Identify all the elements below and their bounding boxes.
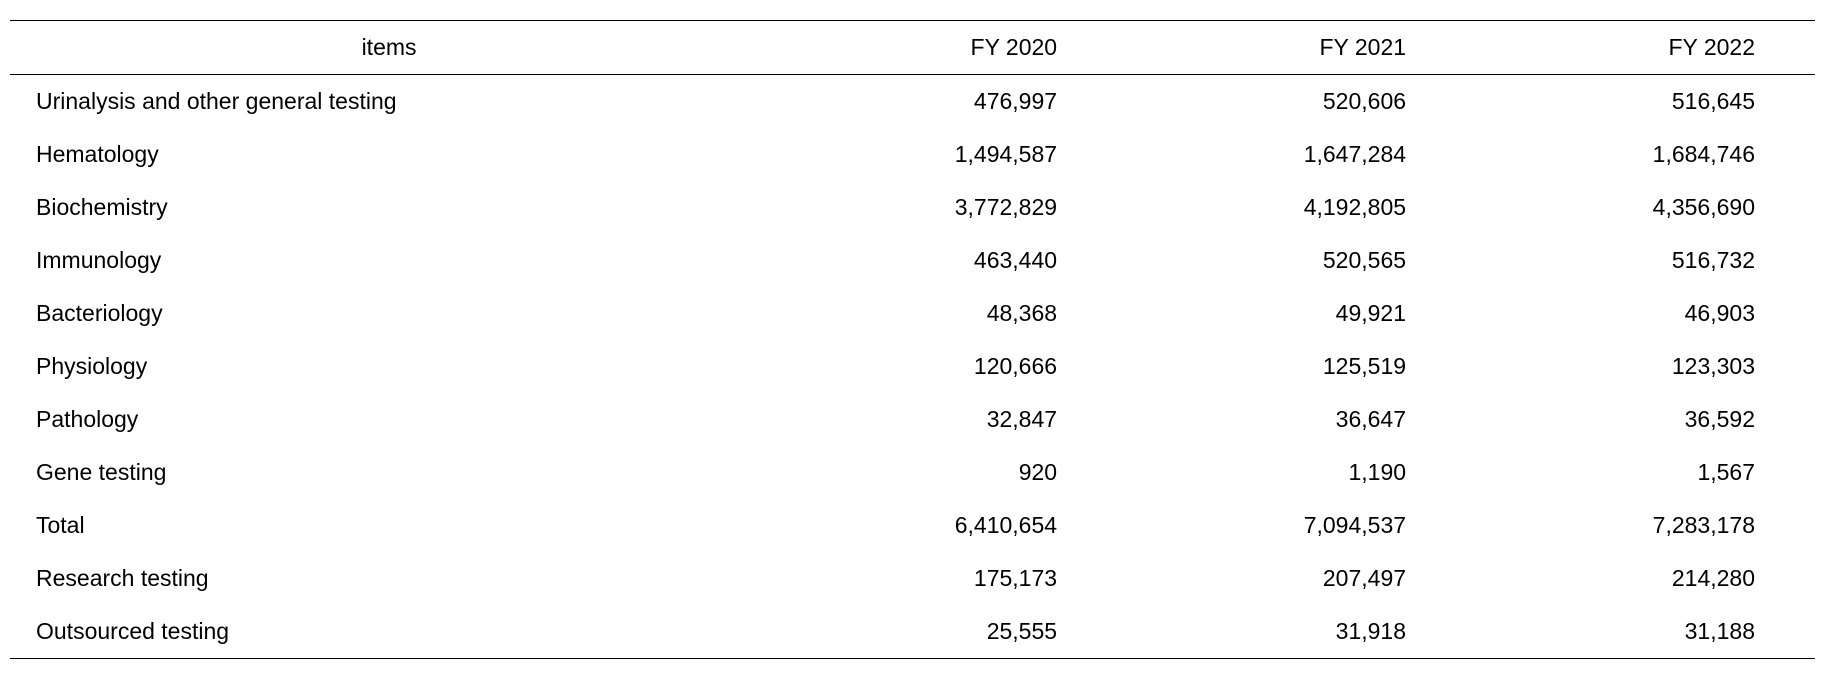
table-row: Physiology 120,666 125,519 123,303: [10, 340, 1815, 393]
header-year-1: FY 2020: [768, 21, 1117, 75]
cell-value: 4,192,805: [1117, 181, 1466, 234]
cell-value: 36,592: [1466, 393, 1815, 446]
table-row: Pathology 32,847 36,647 36,592: [10, 393, 1815, 446]
cell-value: 520,606: [1117, 75, 1466, 129]
item-label: Gene testing: [10, 446, 768, 499]
item-label: Immunology: [10, 234, 768, 287]
item-label: Research testing: [10, 552, 768, 605]
cell-value: 516,732: [1466, 234, 1815, 287]
cell-value: 123,303: [1466, 340, 1815, 393]
cell-value: 6,410,654: [768, 499, 1117, 552]
cell-value: 214,280: [1466, 552, 1815, 605]
cell-value: 207,497: [1117, 552, 1466, 605]
item-label: Outsourced testing: [10, 605, 768, 659]
cell-value: 49,921: [1117, 287, 1466, 340]
cell-value: 1,190: [1117, 446, 1466, 499]
item-label: Pathology: [10, 393, 768, 446]
data-table: items FY 2020 FY 2021 FY 2022 Urinalysis…: [10, 20, 1815, 659]
cell-value: 25,555: [768, 605, 1117, 659]
table-row: Immunology 463,440 520,565 516,732: [10, 234, 1815, 287]
table-header-row: items FY 2020 FY 2021 FY 2022: [10, 21, 1815, 75]
cell-value: 32,847: [768, 393, 1117, 446]
cell-value: 36,647: [1117, 393, 1466, 446]
cell-value: 520,565: [1117, 234, 1466, 287]
header-items: items: [10, 21, 768, 75]
cell-value: 175,173: [768, 552, 1117, 605]
table-row: Hematology 1,494,587 1,647,284 1,684,746: [10, 128, 1815, 181]
item-label: Physiology: [10, 340, 768, 393]
cell-value: 1,567: [1466, 446, 1815, 499]
item-label: Urinalysis and other general testing: [10, 75, 768, 129]
cell-value: 31,188: [1466, 605, 1815, 659]
cell-value: 125,519: [1117, 340, 1466, 393]
cell-value: 476,997: [768, 75, 1117, 129]
cell-value: 4,356,690: [1466, 181, 1815, 234]
cell-value: 920: [768, 446, 1117, 499]
cell-value: 463,440: [768, 234, 1117, 287]
table-row: Research testing 175,173 207,497 214,280: [10, 552, 1815, 605]
cell-value: 120,666: [768, 340, 1117, 393]
cell-value: 1,494,587: [768, 128, 1117, 181]
cell-value: 516,645: [1466, 75, 1815, 129]
table-row: Urinalysis and other general testing 476…: [10, 75, 1815, 129]
cell-value: 46,903: [1466, 287, 1815, 340]
table-row: Gene testing 920 1,190 1,567: [10, 446, 1815, 499]
item-label: Biochemistry: [10, 181, 768, 234]
item-label: Bacteriology: [10, 287, 768, 340]
table-row: Biochemistry 3,772,829 4,192,805 4,356,6…: [10, 181, 1815, 234]
cell-value: 48,368: [768, 287, 1117, 340]
table-row: Total 6,410,654 7,094,537 7,283,178: [10, 499, 1815, 552]
table-row: Bacteriology 48,368 49,921 46,903: [10, 287, 1815, 340]
item-label: Hematology: [10, 128, 768, 181]
cell-value: 7,094,537: [1117, 499, 1466, 552]
item-label: Total: [10, 499, 768, 552]
cell-value: 31,918: [1117, 605, 1466, 659]
cell-value: 3,772,829: [768, 181, 1117, 234]
cell-value: 1,684,746: [1466, 128, 1815, 181]
cell-value: 7,283,178: [1466, 499, 1815, 552]
table-row: Outsourced testing 25,555 31,918 31,188: [10, 605, 1815, 659]
header-year-2: FY 2021: [1117, 21, 1466, 75]
table-body: Urinalysis and other general testing 476…: [10, 75, 1815, 659]
cell-value: 1,647,284: [1117, 128, 1466, 181]
header-year-3: FY 2022: [1466, 21, 1815, 75]
